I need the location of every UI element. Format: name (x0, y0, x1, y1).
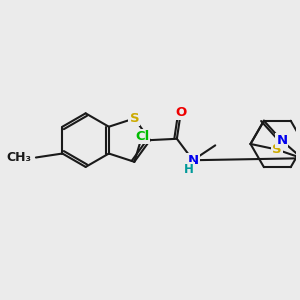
Text: O: O (175, 106, 187, 119)
Text: H: H (184, 163, 194, 176)
Text: N: N (188, 154, 199, 167)
Text: S: S (272, 143, 281, 156)
Text: Cl: Cl (135, 130, 149, 142)
Text: S: S (130, 112, 139, 125)
Text: CH₃: CH₃ (7, 151, 32, 164)
Text: N: N (276, 134, 287, 147)
